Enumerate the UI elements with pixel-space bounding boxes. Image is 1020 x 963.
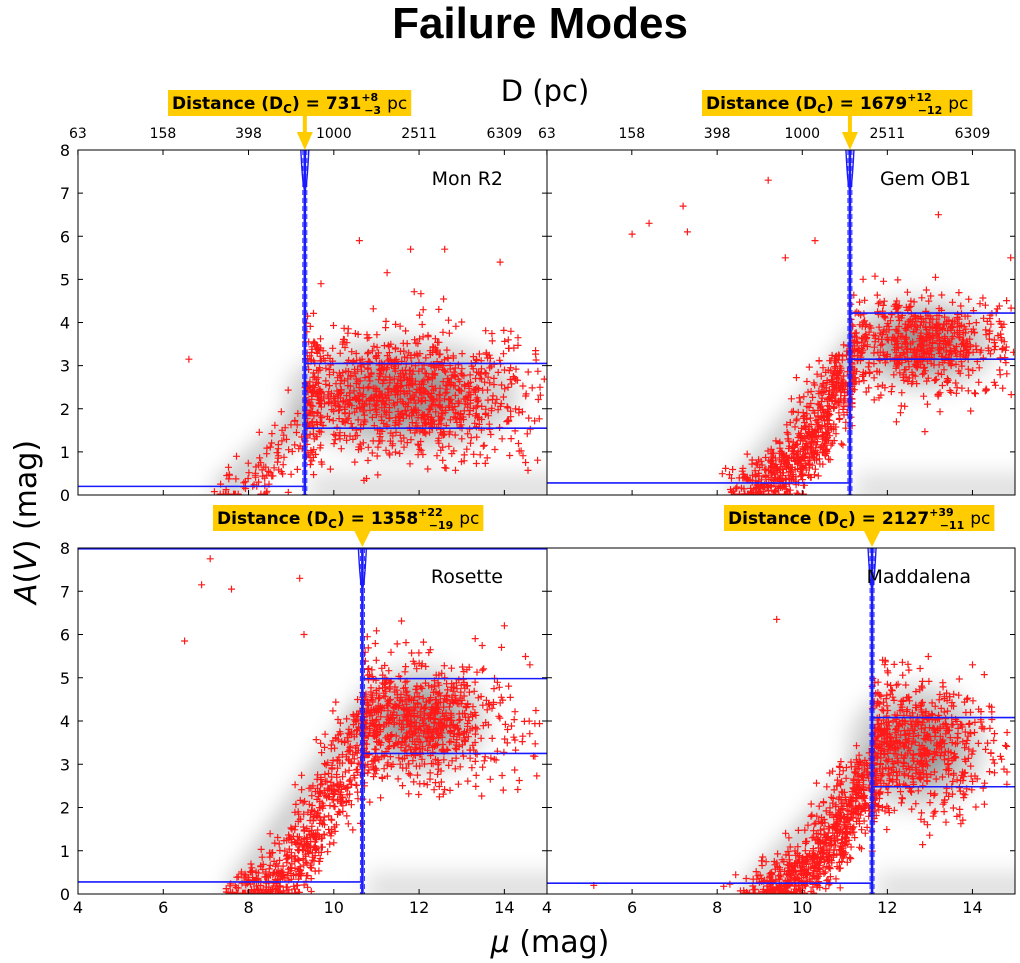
posterior-spike xyxy=(300,150,310,191)
x-tick-label: 6 xyxy=(627,898,637,917)
x-tick-label: 14 xyxy=(494,898,514,917)
top-tick-label: 6309 xyxy=(487,126,523,142)
top-tick-label: 2511 xyxy=(870,126,906,142)
x-tick-label: 10 xyxy=(792,898,812,917)
panel-name: Rosette xyxy=(431,566,503,588)
y-tick-label: 5 xyxy=(60,270,70,289)
x-axis-label: μ (mag) xyxy=(490,925,610,960)
y-tick-label: 1 xyxy=(60,443,70,462)
top-tick-label: 6309 xyxy=(955,126,991,142)
y-tick-label: 8 xyxy=(60,141,70,160)
panel-plot-area xyxy=(547,548,1015,894)
density-floor xyxy=(367,872,547,894)
y-tick-label: 7 xyxy=(60,184,70,203)
x-tick-label: 12 xyxy=(409,898,429,917)
y-tick-label: 4 xyxy=(60,712,70,731)
distance-label-box xyxy=(168,90,412,116)
distance-callout: Distance (DC) = 1679+12 −12 pc xyxy=(702,90,973,150)
y-tick-label: 0 xyxy=(60,885,70,904)
y-tick-label: 3 xyxy=(60,357,70,376)
top-tick-label: 63 xyxy=(69,126,87,142)
distance-callout: Distance (DC) = 731+8 −3 pc xyxy=(168,90,412,150)
panel-plot-area xyxy=(78,150,547,495)
y-tick-label: 0 xyxy=(60,486,70,505)
distance-label-box xyxy=(724,505,995,531)
scatter-markers xyxy=(185,237,547,495)
y-tick-label: 5 xyxy=(60,669,70,688)
density-floor xyxy=(854,473,1015,495)
y-tick-label: 6 xyxy=(60,626,70,645)
x-tick-label: 8 xyxy=(712,898,722,917)
posterior-spike xyxy=(357,548,368,589)
top-tick-label: 158 xyxy=(618,126,645,142)
top-tick-label: 158 xyxy=(150,126,177,142)
posterior-spike xyxy=(867,548,877,589)
density-ridge xyxy=(227,708,373,894)
y-tick-label: 2 xyxy=(60,400,70,419)
x-tick-label: 14 xyxy=(962,898,982,917)
y-tick-label: 3 xyxy=(60,755,70,774)
panel-plot-area xyxy=(78,548,547,894)
distance-label-box xyxy=(213,505,484,531)
x-tick-label: 4 xyxy=(542,898,552,917)
y-tick-label: 7 xyxy=(60,582,70,601)
y-tick-label: 4 xyxy=(60,314,70,333)
posterior-spike xyxy=(845,150,855,191)
scatter-markers xyxy=(590,615,1011,894)
callout-arrow-head xyxy=(841,132,858,150)
y-tick-label: 8 xyxy=(60,539,70,558)
distance-label-box xyxy=(702,90,973,116)
panel-mon-r2: Mon R2 0 1 2 3 4 5 6 7 863 158 398 1000 2511 6309 Dista… xyxy=(60,90,548,505)
x-tick-label: 12 xyxy=(877,898,897,917)
x-tick-label: 4 xyxy=(73,898,83,917)
y-axis-label: A(V) (mag) xyxy=(9,440,44,606)
density-ridge xyxy=(214,404,317,495)
figure-title: Failure Modes xyxy=(392,0,688,48)
callout-arrow-head xyxy=(864,531,881,547)
distance-label: Distance (DC) = 1679+12 −12 pc xyxy=(706,91,968,117)
x-tick-label: 6 xyxy=(158,898,168,917)
panel-plot-area xyxy=(547,150,1015,495)
panel-maddalena: Maddalena 4 6 8 10 12 14 Distance (DC) = 2127+3… xyxy=(542,505,1016,917)
distance-label: Distance (DC) = 2127+39 −11 pc xyxy=(728,506,990,532)
top-tick-label: 398 xyxy=(235,126,262,142)
distance-callout: Distance (DC) = 2127+39 −11 pc xyxy=(724,505,995,547)
panel-background xyxy=(78,150,547,495)
top-axis-label: D (pc) xyxy=(501,74,590,108)
panel-name: Gem OB1 xyxy=(880,168,971,190)
x-tick-label: 8 xyxy=(243,898,253,917)
panel-name: Maddalena xyxy=(867,566,971,588)
density-floor xyxy=(877,872,1015,894)
y-tick-label: 2 xyxy=(60,799,70,818)
top-tick-label: 1000 xyxy=(316,126,352,142)
callout-arrow-head xyxy=(354,531,371,547)
distance-label: Distance (DC) = 1358+22 −19 pc xyxy=(217,506,479,532)
top-tick-label: 63 xyxy=(538,126,556,142)
y-tick-label: 1 xyxy=(60,842,70,861)
panel-name: Mon R2 xyxy=(432,168,503,190)
y-tick-label: 6 xyxy=(60,227,70,246)
top-tick-label: 2511 xyxy=(401,126,437,142)
distance-callout: Distance (DC) = 1358+22 −19 pc xyxy=(213,505,484,547)
top-tick-label: 398 xyxy=(704,126,731,142)
panel-gem-ob1: Gem OB1 63 158 398 1000 2511 6309 Distance (DC)… xyxy=(538,90,1016,496)
top-tick-label: 1000 xyxy=(784,126,820,142)
callout-arrow-head xyxy=(296,132,313,150)
distance-label: Distance (DC) = 731+8 −3 pc xyxy=(172,91,407,117)
x-tick-label: 10 xyxy=(324,898,344,917)
